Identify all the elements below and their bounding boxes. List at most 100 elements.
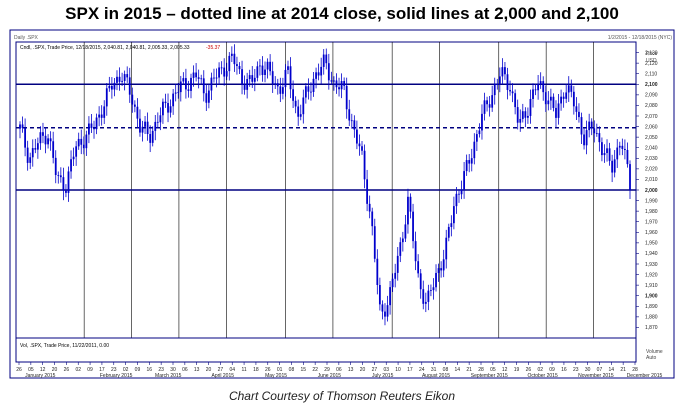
candle-body: [167, 103, 169, 113]
candle-body: [307, 86, 310, 92]
x-axis: 26 05 12 20 26 02 09 17 23 02 09 16 23 30 06 13 20 27 04 11…: [16, 362, 662, 379]
candle-body: [363, 150, 366, 180]
x-day-label: 04: [229, 367, 235, 373]
candle-body: [304, 86, 307, 98]
x-day-label: 12: [502, 367, 508, 373]
x-day-label: 17: [99, 367, 105, 373]
candle-body: [121, 80, 123, 82]
x-day-label: 09: [549, 367, 555, 373]
candle-body: [31, 148, 34, 158]
x-day-label: 19: [514, 367, 520, 373]
candle-body: [450, 223, 453, 227]
candle-body: [151, 130, 154, 143]
candle-body: [34, 148, 37, 150]
candle-body: [162, 101, 164, 116]
candle-body: [85, 134, 88, 149]
candle-body: [276, 83, 279, 87]
candle-body: [427, 290, 430, 302]
candle-body: [223, 67, 226, 77]
candle-body: [21, 124, 24, 128]
window-range: 1/2/2015 - 12/18/2015 (NYC): [608, 35, 673, 41]
candle-body: [521, 111, 524, 119]
candle-body: [113, 82, 116, 90]
candle-body: [338, 87, 340, 90]
x-day-label: 14: [609, 367, 615, 373]
candle-body: [488, 104, 491, 108]
candle-body: [312, 78, 315, 92]
x-day-label: 09: [87, 367, 93, 373]
legend-text: Cndl, .SPX, Trade Price, 12/18/2015, 2,0…: [20, 45, 190, 51]
x-day-label: 11: [241, 367, 246, 373]
candle-body: [139, 118, 141, 133]
candle-body: [572, 91, 575, 107]
candle-body: [501, 67, 504, 77]
candle-body: [182, 78, 185, 82]
candle-body: [542, 81, 545, 93]
candle-body: [603, 153, 606, 156]
candle-body: [220, 67, 223, 69]
candle-body: [549, 96, 552, 101]
candle-body: [179, 81, 182, 93]
y-tick-label: 2,090: [645, 93, 658, 99]
candle-body: [539, 81, 542, 85]
x-day-label: 23: [111, 367, 117, 373]
candle-body: [361, 146, 363, 151]
candle-body: [116, 76, 118, 83]
candle-body: [192, 72, 195, 78]
candle-body: [218, 67, 220, 78]
x-month-label: January 2015: [25, 373, 56, 379]
x-day-label: 02: [123, 367, 129, 373]
x-day-label: 28: [478, 367, 484, 373]
candles: [19, 44, 631, 326]
candle-body: [491, 95, 494, 108]
candle-body: [172, 93, 175, 107]
candle-body: [284, 69, 287, 88]
candle-body: [629, 164, 631, 190]
candle-body: [455, 193, 458, 207]
x-day-label: 20: [52, 367, 58, 373]
x-day-label: 26: [526, 367, 532, 373]
y-tick-label: 1,980: [645, 209, 658, 215]
candle-body: [618, 145, 621, 148]
candle-body: [565, 92, 568, 99]
y-tick-label: 2,130: [645, 50, 658, 56]
x-day-label: 16: [147, 367, 153, 373]
candle-body: [465, 160, 468, 172]
x-day-label: 23: [158, 367, 164, 373]
candle-body: [391, 278, 394, 288]
candle-body: [236, 64, 238, 67]
volume-axis-sub: Auto: [646, 355, 657, 361]
x-day-label: 05: [28, 367, 34, 373]
x-day-label: 20: [360, 367, 366, 373]
x-day-label: 13: [348, 367, 354, 373]
candle-body: [613, 159, 616, 173]
candle-body: [156, 121, 159, 123]
candle-body: [333, 80, 335, 82]
candle-body: [595, 133, 598, 134]
candle-body: [417, 261, 420, 274]
candle-body: [72, 156, 75, 160]
x-month-label: April 2015: [211, 373, 234, 379]
x-day-label: 10: [395, 367, 401, 373]
candle-body: [279, 86, 282, 94]
x-day-label: 26: [16, 367, 22, 373]
candle-body: [519, 118, 522, 123]
candle-body: [358, 143, 361, 147]
x-day-label: 18: [253, 367, 259, 373]
candle-body: [371, 211, 374, 227]
candle-body: [225, 71, 228, 77]
candle-body: [616, 147, 619, 160]
candle-body: [54, 157, 57, 175]
candle-body: [39, 132, 42, 144]
candle-body: [330, 80, 333, 82]
candle-body: [588, 121, 591, 131]
volume-axis-label: Volume: [646, 349, 663, 355]
candle-body: [396, 255, 399, 273]
candle-body: [452, 206, 455, 224]
candle-body: [49, 138, 52, 142]
candle-body: [608, 148, 611, 161]
candle-body: [281, 87, 284, 94]
volume-legend: Vol, .SPX, Trade Price, 11/22/2011, 0.00: [20, 343, 109, 349]
y-tick-label: 1,990: [645, 198, 658, 204]
